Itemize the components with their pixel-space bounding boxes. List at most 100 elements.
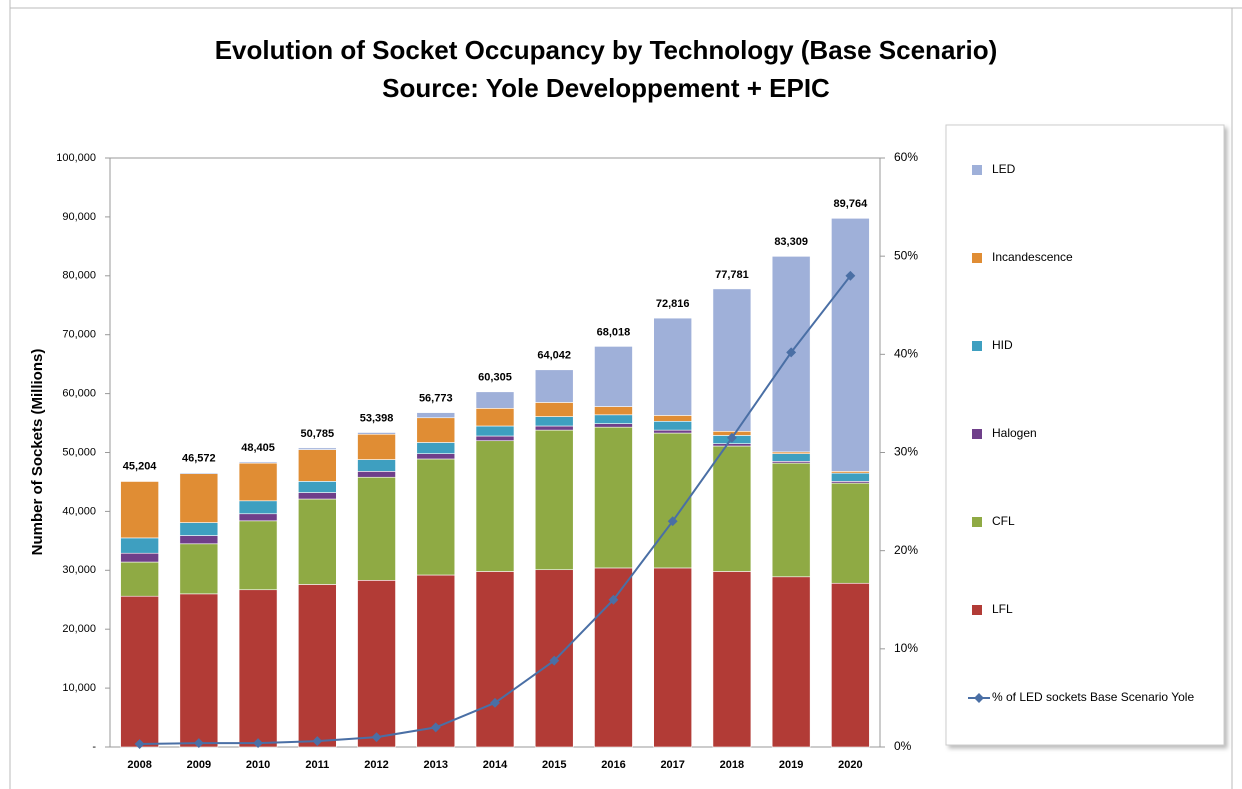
total-label: 53,398 xyxy=(360,412,394,424)
bar-segment xyxy=(416,574,456,748)
bar-segment xyxy=(238,462,278,502)
chart-subtitle: Source: Yole Developpement + EPIC xyxy=(382,73,830,103)
legend-label: CFL xyxy=(992,514,1015,528)
bar-segment xyxy=(653,420,692,431)
bar-segment xyxy=(120,481,159,539)
x-tick-label: 2013 xyxy=(424,759,448,771)
bar-segment xyxy=(357,432,396,435)
bar-segment xyxy=(712,443,752,447)
bar-segment xyxy=(298,492,337,500)
line-marker xyxy=(193,738,204,749)
bar-segment xyxy=(475,425,515,437)
bar-segment xyxy=(298,449,337,482)
line-marker xyxy=(608,594,619,605)
bar-segment xyxy=(298,584,337,748)
bar-segment xyxy=(771,576,811,748)
total-label: 50,785 xyxy=(300,428,334,440)
y-tick-label: 80,000 xyxy=(62,270,96,282)
legend-swatch xyxy=(972,253,982,263)
x-tick-label: 2009 xyxy=(187,759,211,771)
bar-segment xyxy=(179,472,219,475)
bar-segment xyxy=(534,416,574,427)
legend-swatch xyxy=(972,517,982,527)
bar-segment xyxy=(653,429,692,434)
x-tick-label: 2008 xyxy=(127,759,151,771)
bar-segment xyxy=(831,217,870,472)
y2-tick-label: 30% xyxy=(894,445,918,459)
total-label: 60,305 xyxy=(478,372,512,384)
x-tick-label: 2016 xyxy=(601,759,625,771)
y2-tick-label: 50% xyxy=(894,248,918,262)
bar-segment xyxy=(120,595,159,748)
legend-label: LFL xyxy=(992,602,1013,616)
bar-segment xyxy=(298,498,337,585)
legend-swatch xyxy=(972,165,982,175)
line-marker xyxy=(134,739,145,750)
y-tick-label: 60,000 xyxy=(62,388,96,400)
x-tick-label: 2019 xyxy=(779,759,803,771)
legend-label: LED xyxy=(992,162,1016,176)
bar-segment xyxy=(238,513,278,522)
line-marker xyxy=(371,732,382,743)
bar-segment xyxy=(357,433,396,460)
bar-segment xyxy=(120,537,159,554)
line-marker xyxy=(845,270,856,281)
line-marker xyxy=(667,516,678,527)
line-marker xyxy=(786,347,797,358)
bar-segment xyxy=(712,445,752,572)
x-tick-label: 2015 xyxy=(542,759,566,771)
bar-segment xyxy=(594,426,633,569)
chart-title: Evolution of Socket Occupancy by Technol… xyxy=(215,35,998,65)
legend-swatch xyxy=(974,693,984,703)
bar-segment xyxy=(475,571,515,748)
bar-segment xyxy=(238,500,278,515)
y2-tick-label: 10% xyxy=(894,641,918,655)
legend-swatch xyxy=(972,429,982,439)
total-label: 46,572 xyxy=(182,453,216,465)
x-tick-label: 2014 xyxy=(483,759,508,771)
y2-tick-label: 60% xyxy=(894,150,918,164)
bar-segment xyxy=(416,458,456,576)
x-tick-label: 2010 xyxy=(246,759,270,771)
y2-tick-label: 20% xyxy=(894,543,918,557)
legend-label: HID xyxy=(992,338,1013,352)
y-tick-label: 100,000 xyxy=(56,152,96,164)
bar-segment xyxy=(298,447,337,450)
legend-label: Halogen xyxy=(992,426,1037,440)
bar-segment xyxy=(534,429,574,571)
bar-segment xyxy=(475,440,515,572)
bar-segment xyxy=(831,582,870,748)
total-label: 56,773 xyxy=(419,393,453,405)
bar-segment xyxy=(771,462,811,578)
total-label: 72,816 xyxy=(656,298,690,310)
bar-segment xyxy=(534,425,574,431)
bar-segment xyxy=(179,522,219,536)
bar-segment xyxy=(771,453,811,462)
y-tick-label: 70,000 xyxy=(62,329,96,341)
bar-segment xyxy=(831,482,870,584)
y-tick-label: 90,000 xyxy=(62,211,96,223)
line-marker xyxy=(549,655,560,666)
total-label: 77,781 xyxy=(715,269,749,281)
bar-segment xyxy=(831,472,870,482)
bar-segment xyxy=(475,391,515,409)
bar-segment xyxy=(653,567,692,748)
total-label: 64,042 xyxy=(537,350,571,362)
line-marker xyxy=(726,432,737,443)
total-label: 89,764 xyxy=(834,198,869,210)
bar-segment xyxy=(653,317,692,416)
legend-label: % of LED sockets Base Scenario Yole xyxy=(992,690,1194,704)
bar-segment xyxy=(416,442,456,454)
y-tick-label: 20,000 xyxy=(62,623,96,635)
bar-segment xyxy=(179,543,219,595)
legend-swatch xyxy=(972,605,982,615)
line-marker xyxy=(312,736,323,747)
y-tick-label: 30,000 xyxy=(62,564,96,576)
bar-segment xyxy=(534,402,574,417)
bar-segment xyxy=(712,288,752,432)
bar-segment xyxy=(120,480,159,482)
y-tick-label: 50,000 xyxy=(62,446,96,458)
y-tick-label: - xyxy=(92,741,96,753)
bar-segment xyxy=(238,589,278,748)
